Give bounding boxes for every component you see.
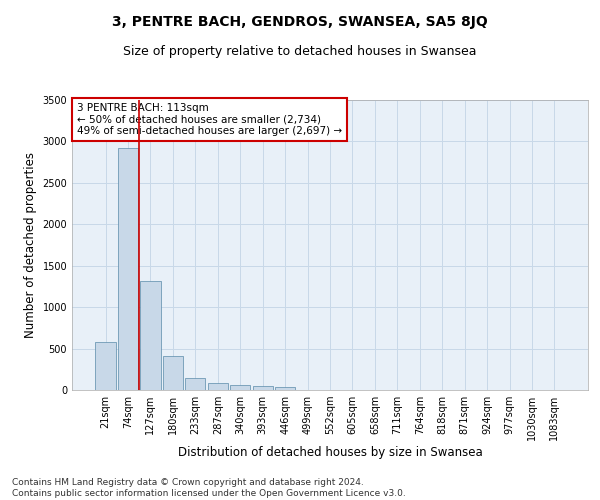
Bar [163,356,183,390]
Text: 3, PENTRE BACH, GENDROS, SWANSEA, SA5 8JQ: 3, PENTRE BACH, GENDROS, SWANSEA, SA5 8J… [112,15,488,29]
Y-axis label: Number of detached properties: Number of detached properties [24,152,37,338]
Bar [95,342,116,390]
Bar [208,384,228,390]
Bar [185,378,205,390]
Bar [140,280,161,390]
Text: 3 PENTRE BACH: 113sqm
← 50% of detached houses are smaller (2,734)
49% of semi-d: 3 PENTRE BACH: 113sqm ← 50% of detached … [77,103,342,136]
Bar [275,386,295,390]
Bar [118,148,138,390]
X-axis label: Distribution of detached houses by size in Swansea: Distribution of detached houses by size … [178,446,482,458]
Bar [230,386,250,390]
Text: Size of property relative to detached houses in Swansea: Size of property relative to detached ho… [123,45,477,58]
Text: Contains HM Land Registry data © Crown copyright and database right 2024.
Contai: Contains HM Land Registry data © Crown c… [12,478,406,498]
Bar [253,386,273,390]
